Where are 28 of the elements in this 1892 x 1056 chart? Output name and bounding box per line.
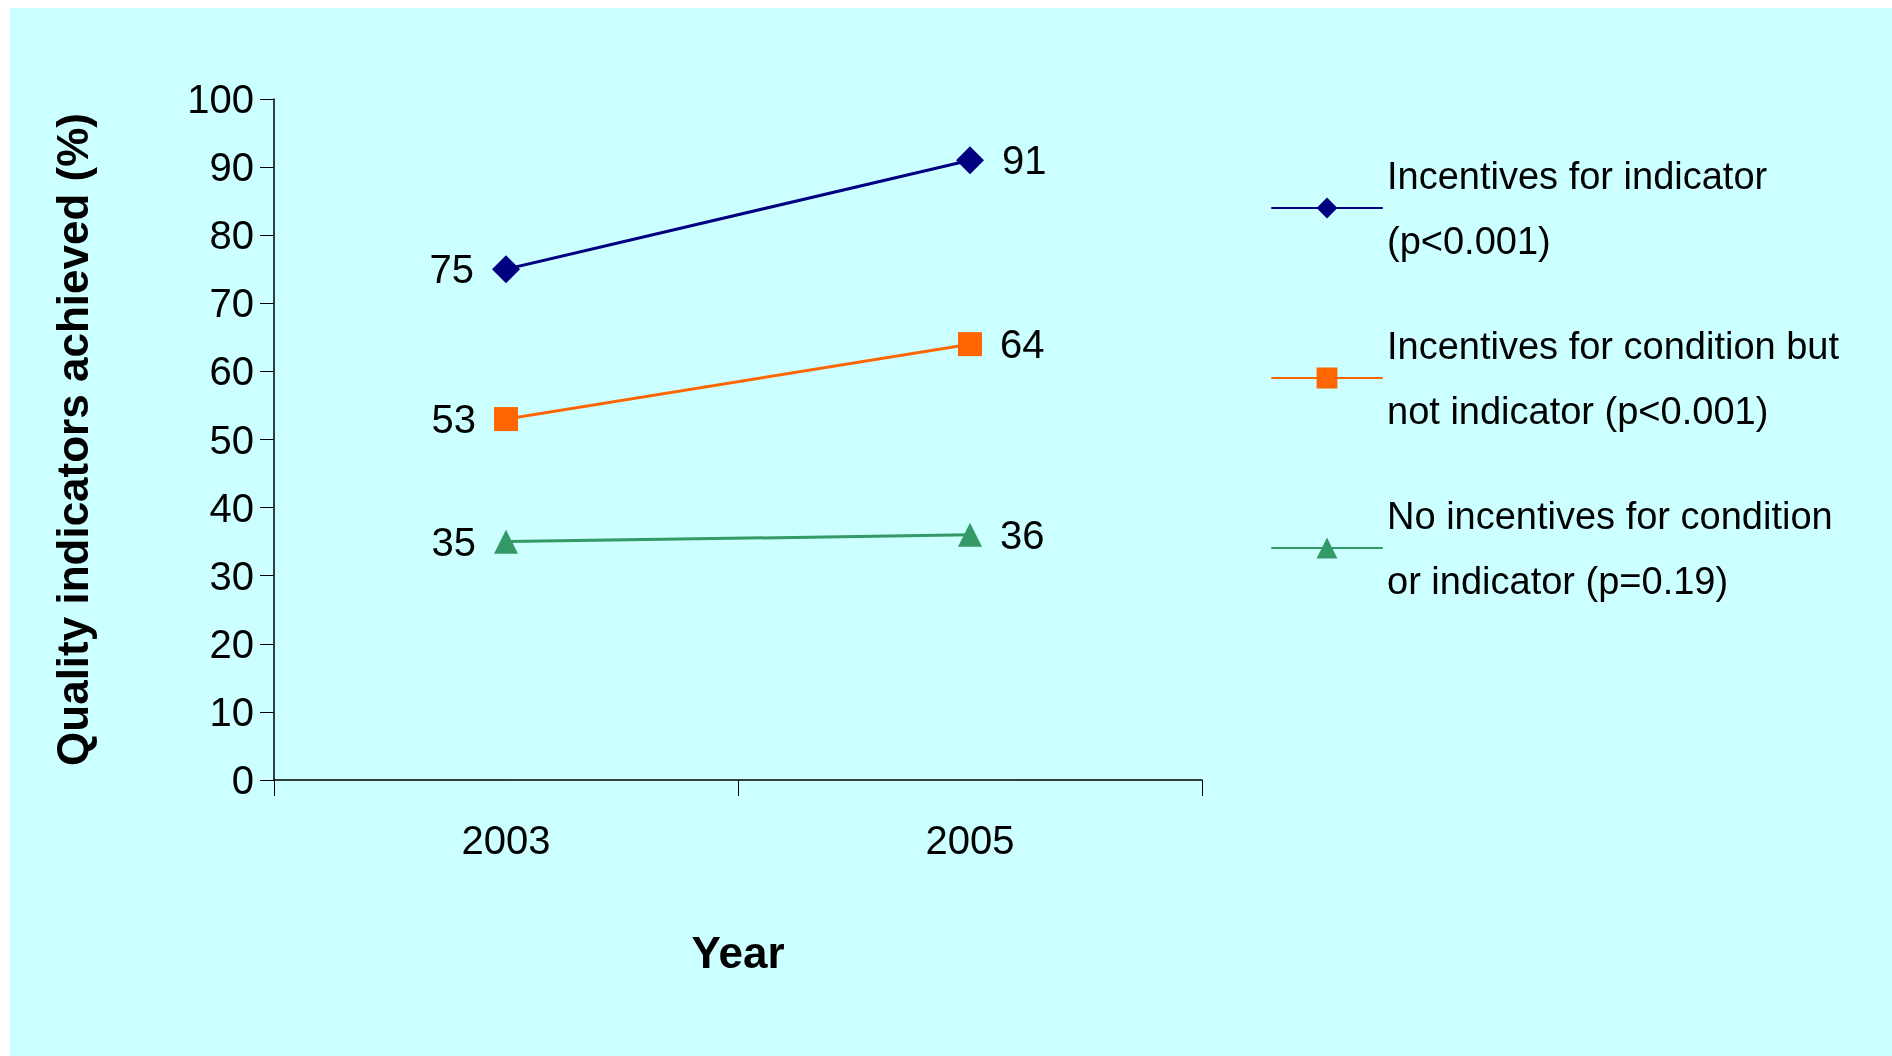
legend-label: Incentives for condition but not indicator (p<0.001): [1387, 324, 1850, 432]
y-tick-label: 80: [209, 213, 254, 258]
y-tick-label: 20: [209, 621, 254, 666]
y-tick-label: 50: [209, 417, 254, 462]
y-axis-title: Quality indicators achieved (%): [47, 113, 97, 766]
point: [956, 146, 984, 175]
x-axis-title: Year: [691, 927, 785, 977]
y-tick-label: 40: [209, 485, 254, 530]
y-tick-label: 90: [209, 145, 254, 190]
y-tick-label: 60: [209, 349, 254, 394]
data-label: 91: [1002, 138, 1047, 183]
y-tick-label: 100: [187, 77, 254, 121]
data-label: 53: [431, 397, 476, 442]
point: [492, 255, 520, 284]
legend-label: Incentives for indicator (p<0.001): [1387, 154, 1778, 262]
data-label: 36: [1000, 512, 1045, 557]
data-label: 35: [431, 519, 476, 564]
x-tick-label: 2003: [461, 818, 551, 862]
legend-label: No incentives for condition or indicator (p=0.19): [1387, 494, 1844, 602]
y-tick-label: 70: [209, 281, 254, 326]
x-tick-label: 2005: [925, 818, 1015, 862]
data-label: 75: [429, 247, 474, 292]
point: [494, 407, 518, 432]
data-label: 64: [1000, 322, 1045, 367]
y-tick-label: 30: [209, 553, 254, 598]
point: [958, 332, 982, 357]
y-tick-label: 10: [209, 689, 254, 734]
y-tick-label: 0: [231, 758, 254, 802]
